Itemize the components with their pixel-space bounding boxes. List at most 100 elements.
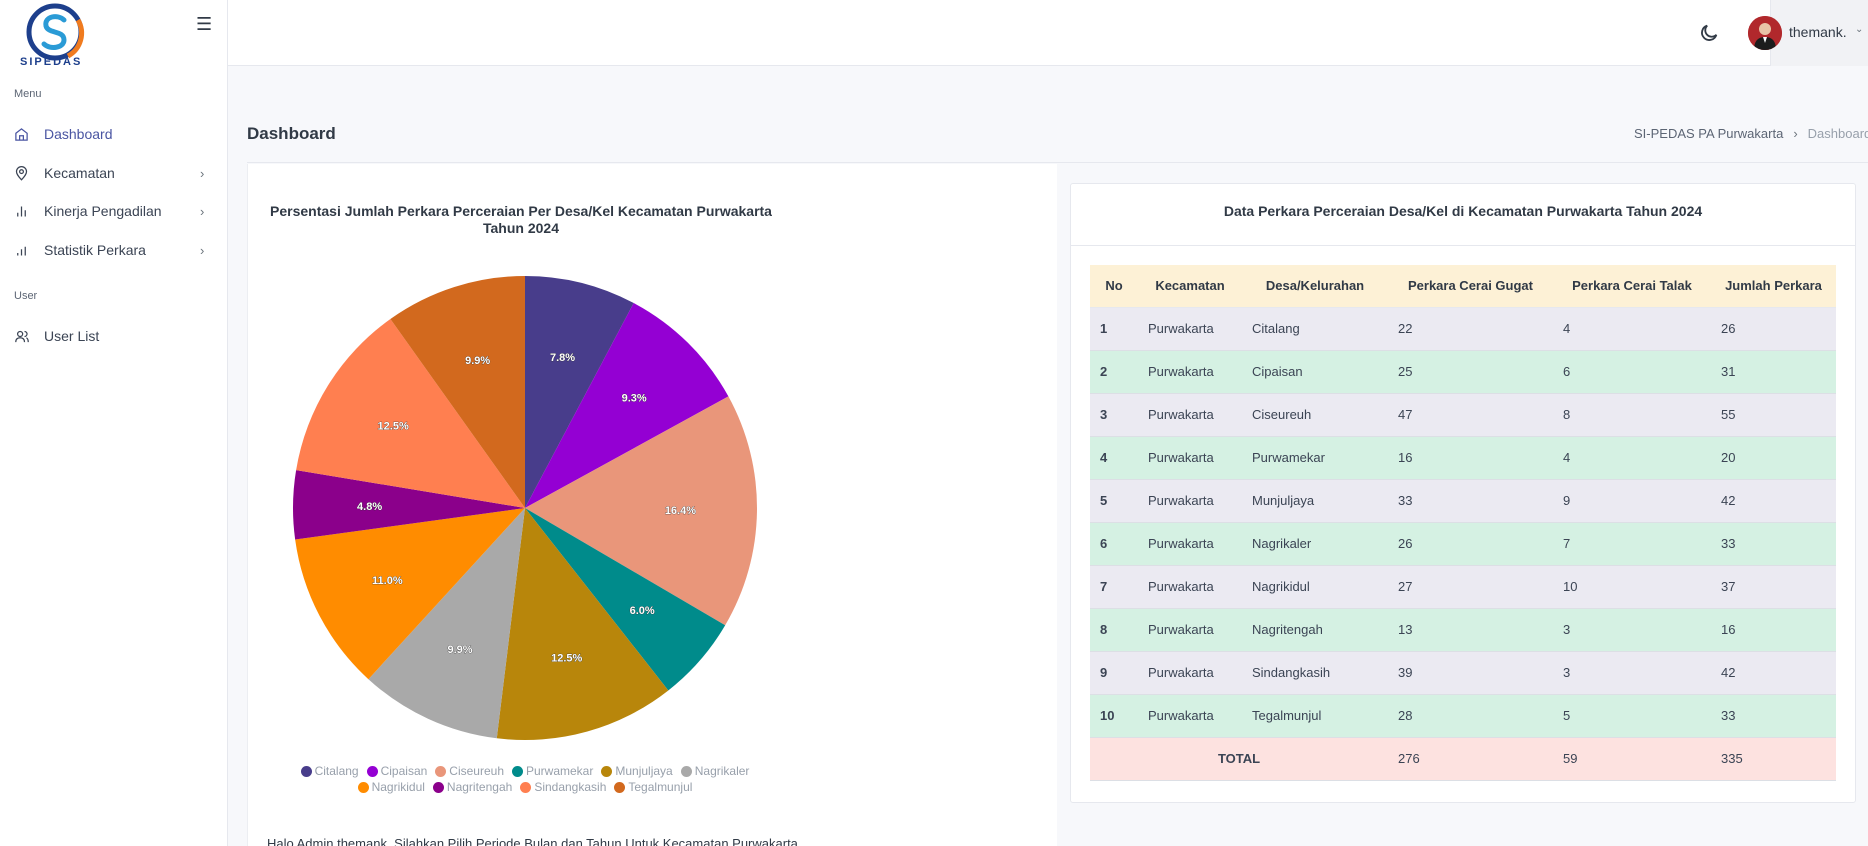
legend-item[interactable]: Ciseureuh xyxy=(435,764,504,778)
sidebar-item-label: Statistik Perkara xyxy=(44,242,146,258)
legend-item[interactable]: Nagrikidul xyxy=(357,780,425,794)
table-cell: 3 xyxy=(1553,608,1711,652)
column-header: Perkara Cerai Gugat xyxy=(1388,265,1553,308)
pie-slice-cipaisan[interactable] xyxy=(525,303,729,508)
user-menu[interactable] xyxy=(1770,0,1868,66)
table-row: 10 Purwakarta Tegalmunjul 28 5 33 xyxy=(1090,694,1836,738)
legend-swatch xyxy=(512,765,523,777)
table-cell: 42 xyxy=(1711,651,1836,695)
table-cell: Purwakarta xyxy=(1138,565,1242,609)
pie-slice-purwamekar[interactable] xyxy=(525,508,726,691)
pie-data-label: 12.5% xyxy=(378,421,409,433)
legend-item[interactable]: Tegalmunjul xyxy=(614,780,692,794)
legend-item[interactable]: Nagrikaler xyxy=(680,764,750,778)
legend-label: Tegalmunjul xyxy=(628,780,693,794)
table-cell: 10 xyxy=(1090,694,1138,738)
bar-chart-icon xyxy=(14,243,44,258)
pie-slice-nagrikaler[interactable] xyxy=(368,508,525,739)
legend-item[interactable]: Nagritengah xyxy=(432,780,512,794)
chevron-right-icon: › xyxy=(1793,126,1798,141)
legend-label: Citalang xyxy=(314,764,359,778)
hamburger-menu-icon[interactable]: ☰ xyxy=(196,14,213,34)
table-cell: 5 xyxy=(1090,479,1138,523)
chevron-down-icon[interactable]: ⌄ xyxy=(1855,24,1864,35)
table-row: 4 Purwakarta Purwamekar 16 4 20 xyxy=(1090,436,1836,480)
pie-slice-munjuljaya[interactable] xyxy=(496,508,669,740)
column-header: Jumlah Perkara xyxy=(1711,265,1836,308)
table-cell: 33 xyxy=(1711,694,1836,738)
legend-item[interactable]: Sindangkasih xyxy=(520,780,606,794)
moon-icon[interactable] xyxy=(1698,22,1720,44)
pie-slice-citalang[interactable] xyxy=(525,276,634,508)
table-cell: 9 xyxy=(1090,651,1138,695)
table-row: 2 Purwakarta Cipaisan 25 6 31 xyxy=(1090,350,1836,394)
sidebar-item-kinerja-pengadilan[interactable]: Kinerja Pengadilan › xyxy=(14,198,214,224)
table-cell: 20 xyxy=(1711,436,1836,480)
table-cell: 16 xyxy=(1388,436,1553,480)
table-cell: 31 xyxy=(1711,350,1836,394)
table-cell: Ciseureuh xyxy=(1242,393,1388,437)
avatar[interactable] xyxy=(1748,16,1782,50)
user-name[interactable]: themank. xyxy=(1789,24,1847,40)
column-header: Kecamatan xyxy=(1138,265,1242,308)
table-cell: 4 xyxy=(1553,307,1711,351)
table-cell: TOTAL xyxy=(1090,737,1388,781)
legend-label: Cipaisan xyxy=(380,764,428,778)
sidebar-item-dashboard[interactable]: Dashboard xyxy=(14,121,214,147)
sidebar-item-user-list[interactable]: User List xyxy=(14,323,214,349)
pie-data-label: 12.5% xyxy=(551,653,582,665)
pie-slice-nagrikidul[interactable] xyxy=(295,508,525,680)
table-row: 5 Purwakarta Munjuljaya 33 9 42 xyxy=(1090,479,1836,523)
column-header: No xyxy=(1090,265,1138,308)
sidebar-item-statistik-perkara[interactable]: Statistik Perkara › xyxy=(14,237,214,263)
sidebar-item-label: User List xyxy=(44,328,100,344)
pie-data-label: 6.0% xyxy=(630,605,655,617)
legend-item[interactable]: Purwamekar xyxy=(512,764,593,778)
table-cell: 3 xyxy=(1090,393,1138,437)
legend-swatch xyxy=(601,765,613,777)
table-row: 8 Purwakarta Nagritengah 13 3 16 xyxy=(1090,608,1836,652)
table-row: 3 Purwakarta Ciseureuh 47 8 55 xyxy=(1090,393,1836,437)
legend-label: Nagrikaler xyxy=(694,764,750,778)
legend-swatch xyxy=(366,765,378,777)
legend-item[interactable]: Citalang xyxy=(300,764,359,778)
table-cell: Tegalmunjul xyxy=(1242,694,1388,738)
table-cell: Cipaisan xyxy=(1242,350,1388,394)
logo-text: SIPEDAS xyxy=(20,56,83,68)
table-cell: Sindangkasih xyxy=(1242,651,1388,695)
pie-slice-tegalmunjul[interactable] xyxy=(390,276,525,508)
table-cell: 27 xyxy=(1388,565,1553,609)
table-total-row: TOTAL 276 59 335 xyxy=(1090,737,1836,781)
user-section-title: User xyxy=(14,290,38,302)
pie-slice-sindangkasih[interactable] xyxy=(296,319,525,508)
legend-swatch xyxy=(520,781,532,793)
sidebar-item-kecamatan[interactable]: Kecamatan › xyxy=(14,160,214,186)
pie-data-label: 11.0% xyxy=(372,575,403,587)
table-cell: 16 xyxy=(1711,608,1836,652)
legend-label: Purwamekar xyxy=(526,764,594,778)
pie-slice-nagritengah[interactable] xyxy=(293,470,525,540)
legend-label: Ciseureuh xyxy=(449,764,504,778)
sipedas-logo[interactable] xyxy=(18,2,92,72)
legend-item[interactable]: Munjuljaya xyxy=(601,764,673,778)
chart-title: Persentasi Jumlah Perkara Perceraian Per… xyxy=(264,203,778,237)
table-cell: 1 xyxy=(1090,307,1138,351)
pie-chart: 7.8% 9.3% 16.4% 6.0% 12.5% 9.9% 11.0% 4.8% 12.5%… xyxy=(293,276,757,740)
breadcrumb-link[interactable]: SI-PEDAS PA Purwakarta xyxy=(1634,126,1784,141)
table-cell: 7 xyxy=(1553,522,1711,566)
map-pin-icon xyxy=(14,165,44,181)
table-header-row: No Kecamatan Desa/Kelurahan Perkara Cera… xyxy=(1090,265,1836,308)
legend-swatch xyxy=(357,781,369,793)
pie-slice-ciseureuh[interactable] xyxy=(525,396,757,626)
table-cell: Purwakarta xyxy=(1138,651,1242,695)
home-icon xyxy=(14,127,44,142)
table-cell: 13 xyxy=(1388,608,1553,652)
table-cell: 3 xyxy=(1553,651,1711,695)
greeting-text: Halo Admin themank, Silahkan Pilih Perio… xyxy=(267,836,798,846)
legend-item[interactable]: Cipaisan xyxy=(366,764,428,778)
breadcrumb-current: Dashboard xyxy=(1807,126,1868,141)
table-cell: 26 xyxy=(1711,307,1836,351)
table-cell: 5 xyxy=(1553,694,1711,738)
table-cell: Nagrikidul xyxy=(1242,565,1388,609)
table-cell: 59 xyxy=(1553,737,1711,781)
